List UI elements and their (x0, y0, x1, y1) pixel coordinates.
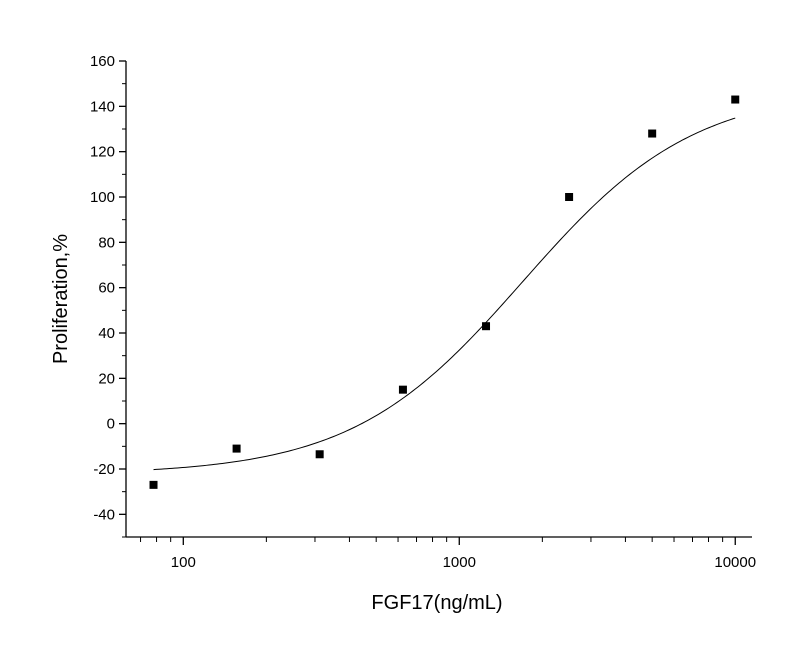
y-tick-label: 160 (90, 53, 115, 70)
data-point (648, 129, 657, 138)
y-tick-label: 20 (98, 370, 115, 387)
x-tick-label: 1000 (443, 554, 476, 571)
x-axis-title: FGF17(ng/mL) (371, 592, 502, 614)
y-tick-label: 100 (90, 189, 115, 206)
y-tick-label: 80 (98, 234, 115, 251)
data-point (565, 193, 574, 201)
x-tick-label: 10000 (714, 554, 756, 571)
y-tick-label: -20 (93, 461, 115, 478)
data-point (398, 385, 407, 394)
plot-area (149, 95, 740, 489)
data-point (149, 480, 158, 489)
y-axis-title: Proliferation,% (50, 234, 72, 364)
data-point (315, 450, 324, 459)
data-point (731, 95, 740, 104)
y-tick-label: -40 (93, 506, 115, 523)
y-tick-label: 0 (107, 416, 115, 433)
y-tick-label: 120 (90, 144, 115, 161)
fit-curve (153, 117, 736, 471)
data-point (482, 322, 491, 331)
y-tick-label: 60 (98, 280, 115, 297)
x-axis: 100 1000 10000 (126, 536, 756, 571)
x-tick-label: 100 (171, 554, 196, 571)
y-axis: -40 -20 0 20 40 60 80 100 120 140 160 (90, 53, 127, 538)
data-point (232, 444, 241, 453)
y-tick-label: 40 (98, 325, 115, 342)
y-tick-label: 140 (90, 98, 115, 115)
